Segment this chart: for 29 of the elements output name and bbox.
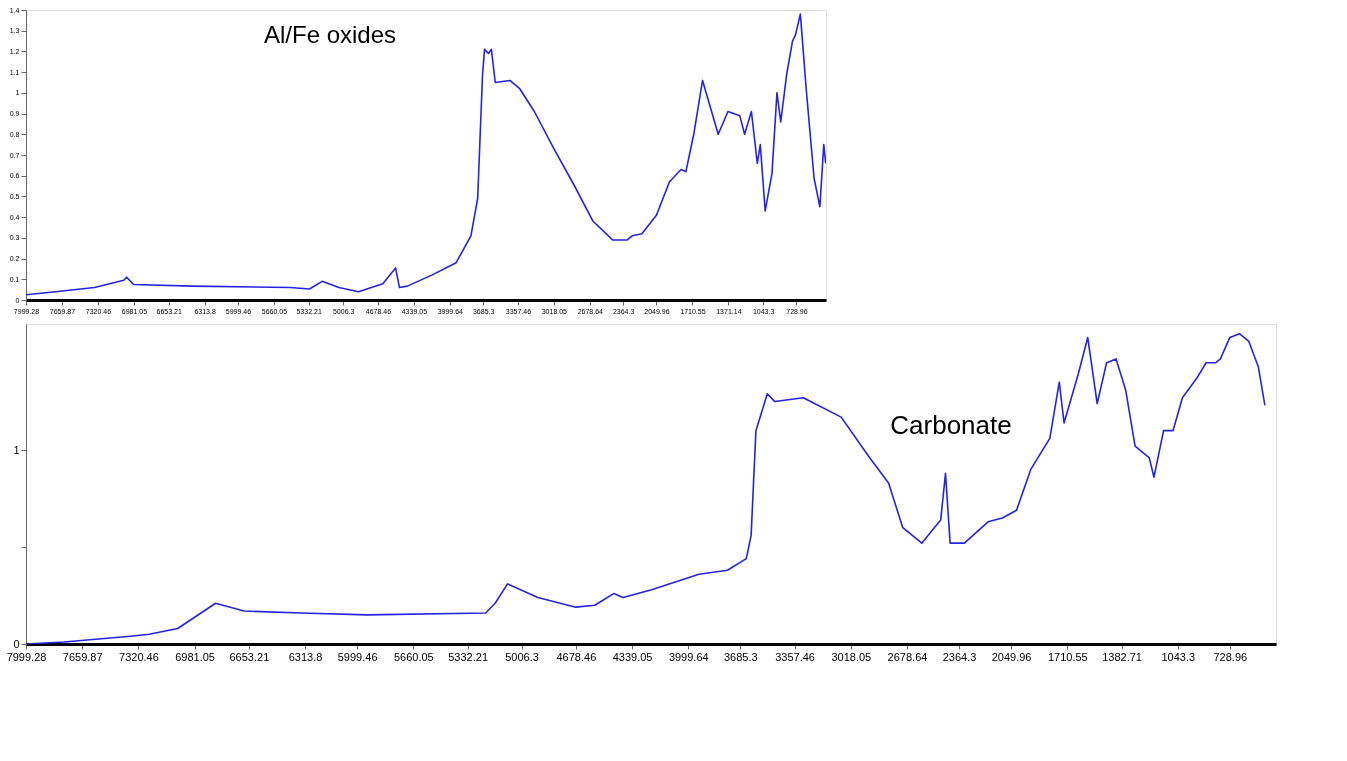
- x-tick-label: 728.96: [1213, 650, 1248, 663]
- x-tick-label: 6653.21: [229, 650, 270, 663]
- x-tick-label: 5999.46: [337, 650, 378, 663]
- x-tick-label: 6981.05: [175, 650, 215, 663]
- y-tick-label: 1: [13, 443, 20, 456]
- x-tick-label: 1382.71: [1102, 650, 1142, 663]
- x-tick-label: 5660.05: [393, 650, 434, 663]
- x-tick-label: 7999.28: [6, 650, 47, 663]
- y-tick-label: 0: [13, 637, 20, 650]
- x-tick-label: 6313.8: [288, 650, 323, 663]
- annotation: Al/Fe oxides: [263, 21, 397, 49]
- x-tick-label: 1043.3: [1161, 650, 1196, 663]
- x-tick-label: 2678.64: [887, 650, 928, 663]
- x-tick-label: 2049.96: [991, 650, 1032, 663]
- x-tick-label: 5332.21: [448, 650, 488, 663]
- x-tick-label: 7320.46: [119, 650, 159, 663]
- x-tick-label: 3999.64: [668, 650, 709, 663]
- x-tick-label: 3357.46: [775, 650, 815, 663]
- line-series: [26, 332, 1266, 644]
- x-tick-label: 3018.05: [831, 650, 872, 663]
- annotation: Carbonate: [890, 410, 1012, 441]
- line-series: [26, 13, 826, 296]
- x-tick-label: 4339.05: [612, 650, 653, 663]
- x-tick-label: 3685.3: [723, 650, 758, 663]
- x-tick-label: 7659.87: [62, 650, 103, 663]
- x-tick-label: 4678.46: [556, 650, 597, 663]
- x-tick-label: 1710.55: [1047, 650, 1088, 663]
- x-tick-label: 2364.3: [942, 650, 977, 663]
- x-tick-label: 5006.3: [505, 650, 539, 663]
